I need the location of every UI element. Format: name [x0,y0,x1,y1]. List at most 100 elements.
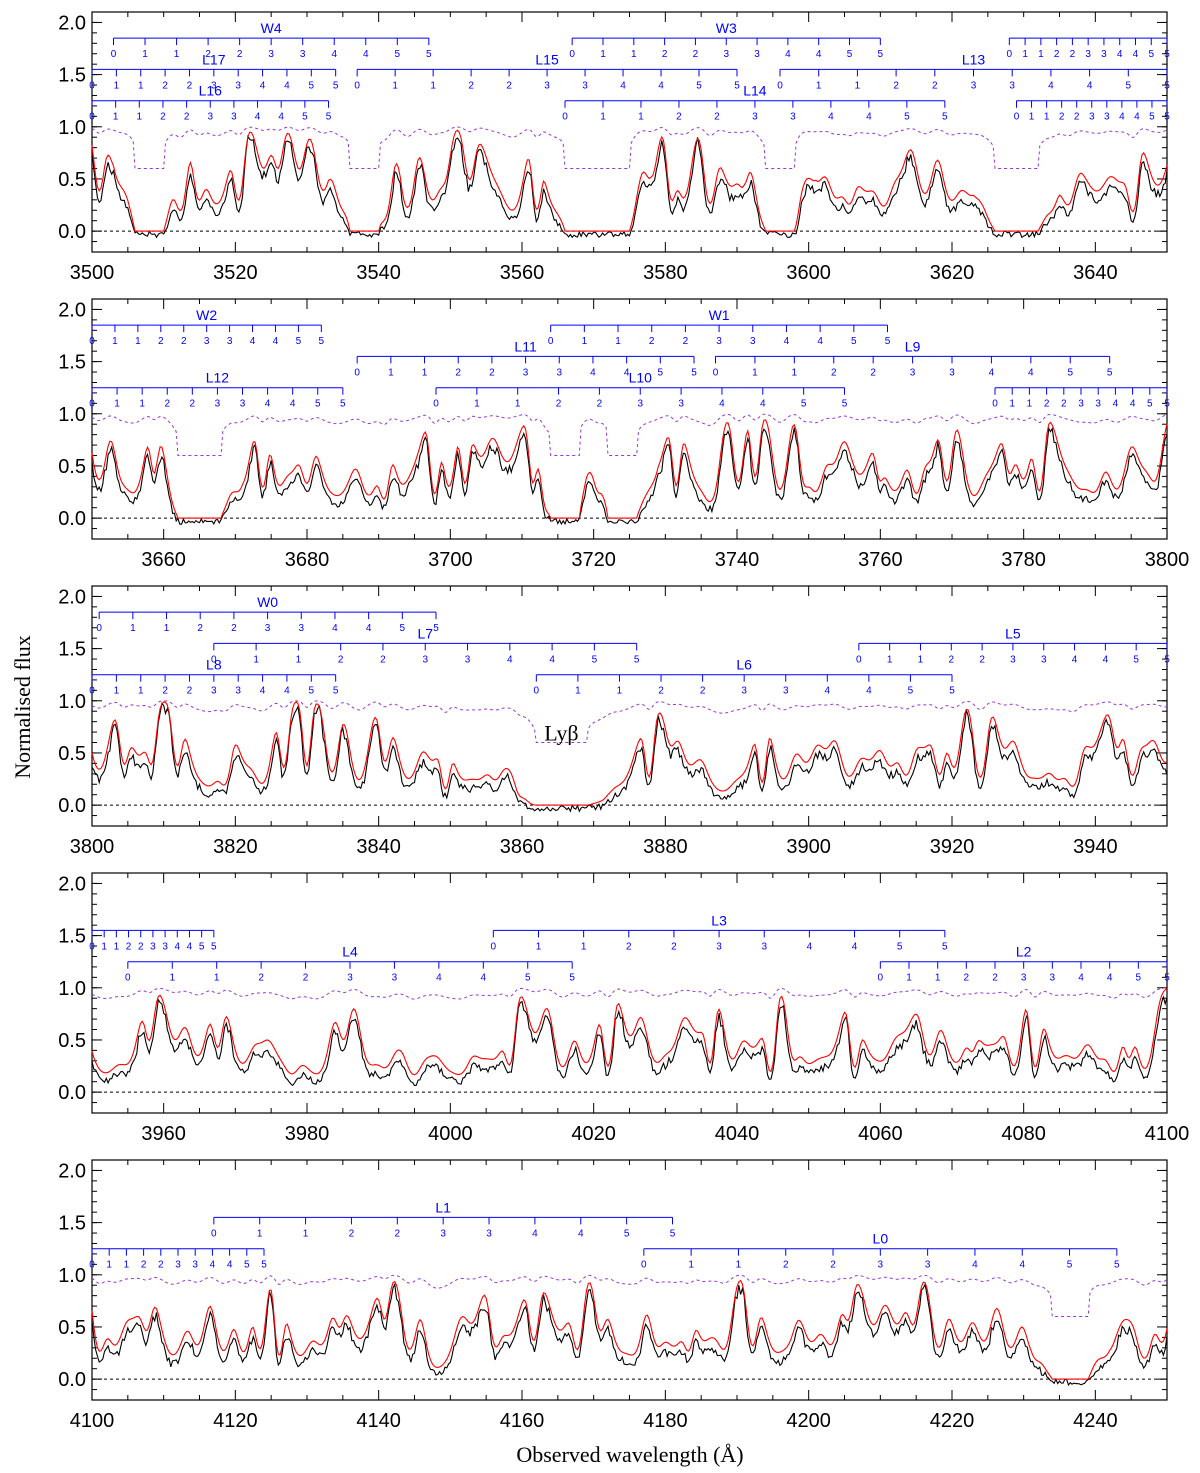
component-model-dashed-line [91,1274,1168,1317]
ladder-component-label: 1 [169,973,175,984]
ladder-component-label: 3 [790,112,796,123]
ladder-component-label: 2 [1074,112,1080,123]
y-tick-label: 1.0 [58,1265,86,1287]
ladder-component-label: 2 [783,1260,789,1271]
y-axis-label: Normalised flux [10,635,35,779]
ladder-component-label: 3 [678,399,684,410]
ladder-name: L7 [417,625,433,641]
panel-frame [91,11,1168,253]
ladder-component-label: 4 [260,686,266,697]
x-tick-label: 4120 [213,1410,258,1432]
y-tick-label: 2.0 [58,586,86,608]
ladder-component-label: 2 [700,686,706,697]
y-tick-label: 1.0 [58,978,86,1000]
ladder-component-label: 3 [1010,654,1016,665]
ladder-component-label: 1 [112,336,118,347]
ladder-name: L5 [1005,625,1021,641]
ladder-component-label: 1 [638,112,644,123]
ladder-component-label: 4 [265,399,271,410]
ladder-component-label: 5 [885,336,891,347]
ladder-component-label: 2 [597,399,603,410]
ladder-component-label: 5 [624,1228,630,1239]
ladder-component-label: 1 [906,973,912,984]
x-tick-label: 3800 [70,836,115,858]
ladder-component-label: 5 [897,941,903,952]
ladder-component-label: 5 [942,941,948,952]
ladder-component-label: 5 [658,367,664,378]
ladder-component-label: 3 [971,80,977,91]
ladder-component-label: 4 [784,336,790,347]
ladder-component-label: 2 [126,941,132,952]
ladder-component-label: 5 [1107,367,1113,378]
ladder-l2: 0 1 1 2 2 3 3 4 4 5 5 L2 [878,944,1171,984]
ladder-component-label: 1 [855,80,861,91]
ladder-component-label: 2 [1059,112,1065,123]
ladder-component-label: 3 [1050,973,1056,984]
ladder-component-label: 4 [1117,49,1123,60]
ladder-component-label: 2 [338,654,344,665]
ladder-component-label: 4 [532,1228,538,1239]
ladder-component-label: 0 [534,686,540,697]
ladder-component-label: 2 [141,1260,147,1271]
y-tick-label: 1.0 [58,117,86,139]
ladder-l7: 0 1 1 2 2 3 3 4 4 5 5L7 [211,625,640,665]
model-fit-line [91,1279,1168,1380]
ladder-component-label: 5 [696,80,702,91]
ladder-component-label: 1 [174,49,180,60]
x-tick-label: 3960 [141,1123,186,1145]
ladder-component-label: 2 [979,654,985,665]
ladder-component-label: 0 [641,1260,647,1271]
x-tick-label: 3900 [786,836,831,858]
ladder-component-label: 3 [440,1228,446,1239]
ladder-component-label: 3 [465,654,471,665]
ladder-component-label: 5 [340,399,346,410]
ladder-component-label: 4 [1072,654,1078,665]
ladder-l15: 0 1 1 2 2 3 3 4 4 5 5 L15 [354,51,740,91]
ladder-component-label: 1 [113,112,119,123]
ladder-component-label: 3 [347,973,353,984]
ladder-component-label: 2 [164,399,170,410]
ladder-component-label: 1 [581,941,587,952]
ladder-w4: 0 1 1 2 2 3 3 4 4 5 5 W4 [111,20,432,60]
ladder-component-label: 2 [468,80,474,91]
ladder-component-label: 2 [671,941,677,952]
y-tick-label: 1.0 [58,404,86,426]
ladder-component-label: 4 [363,49,369,60]
ladder-component-label: 1 [575,686,581,697]
ladder-component-label: 4 [852,941,858,952]
y-tick-label: 0.5 [58,1317,86,1339]
ladder-component-label: 4 [825,686,831,697]
ladder-component-label: 1 [124,1260,130,1271]
ladder-l1: 0 1 1 2 2 3 3 4 4 5 5 L1 [211,1199,676,1239]
ladder-component-label: 4 [590,367,596,378]
ladder-component-label: 1 [422,367,428,378]
ladder-l0: 0 1 1 2 2 3 3 4 4 5 5 L0 [641,1231,1120,1271]
ladder-component-label: 3 [741,686,747,697]
ladder-component-label: 0 [562,112,568,123]
ladder-component-label: 0 [89,80,95,91]
ladder-component-label: 5 [878,49,884,60]
x-tick-label: 3700 [428,549,473,571]
ladder-component-label: 2 [237,49,243,60]
ladder-w2: 0 1 1 2 2 3 3 4 4 5 5 W2 [89,307,324,347]
ladder-component-label: 5 [326,112,332,123]
ladder-component-label: 2 [870,367,876,378]
ladder-component-label: 5 [1067,1260,1073,1271]
ladder-component-label: 1 [918,654,924,665]
ladder-component-label: 4 [760,399,766,410]
ladder-component-label: 0 [89,399,95,410]
y-tick-label: 0.0 [58,1082,86,1104]
ladder-component-label: 1 [114,80,120,91]
ladder-component-label: 4 [284,686,290,697]
ladder-name: L12 [206,370,230,386]
ladder-component-label: 4 [273,336,279,347]
ladder-component-label: 2 [1061,399,1067,410]
ladder-component-label: 1 [138,80,144,91]
ladder-component-label: 2 [160,112,166,123]
ladder-component-label: 3 [716,941,722,952]
observed-spectrum-line [91,426,1168,526]
ladder-component-label: 2 [662,49,668,60]
